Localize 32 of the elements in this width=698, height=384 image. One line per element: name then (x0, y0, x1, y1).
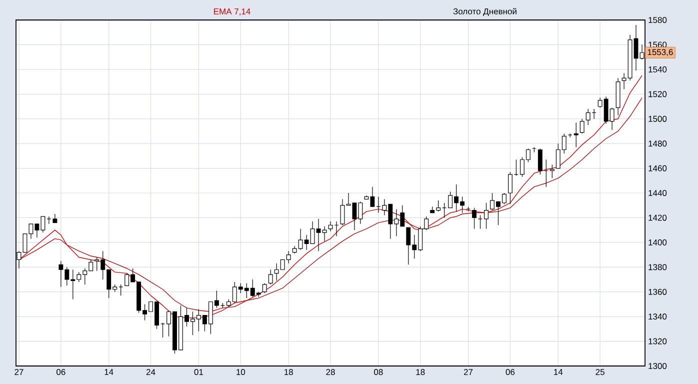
x-tick-label: 01 (194, 369, 204, 376)
y-tick-label: 1320 (648, 338, 667, 344)
x-tick-label: 28 (326, 369, 335, 376)
y-tick-label: 1580 (648, 16, 667, 23)
x-tick-label: 24 (146, 369, 156, 375)
y-tick-label: 1400 (648, 239, 667, 246)
y-tick-label: 1360 (648, 288, 667, 295)
x-tick-label: 08 (374, 369, 383, 376)
x-tick-label: 10 (236, 369, 246, 376)
y-tick-label: 1420 (648, 214, 667, 221)
chart-subtitle: EMA 7,14 (214, 8, 250, 16)
y-tick-label: 1440 (648, 190, 667, 196)
y-tick-label: 1460 (648, 165, 667, 172)
x-tick-label: 06 (56, 369, 66, 376)
y-tick-label: 1560 (648, 42, 667, 48)
x-tick-label: 27 (464, 369, 473, 375)
x-tick-label: 25 (596, 369, 604, 376)
annotation: 1553,6 (648, 49, 673, 56)
y-tick-label: 1380 (648, 264, 667, 270)
y-tick-label: 1500 (648, 116, 667, 122)
x-tick-label: 27 (14, 369, 24, 375)
y-tick-label: 1300 (648, 362, 667, 370)
x-tick-label: 18 (284, 369, 293, 376)
x-tick-label: 18 (416, 369, 425, 376)
x-tick-label: 14 (104, 369, 114, 375)
chart-title: Золото Дневной (453, 8, 516, 16)
x-tick-label: 06 (506, 369, 515, 376)
x-tick-label: 14 (554, 369, 563, 375)
y-tick-label: 1340 (648, 314, 667, 320)
y-tick-label: 1540 (648, 66, 667, 72)
y-tick-label: 1520 (648, 91, 667, 98)
y-tick-label: 1480 (648, 140, 667, 147)
